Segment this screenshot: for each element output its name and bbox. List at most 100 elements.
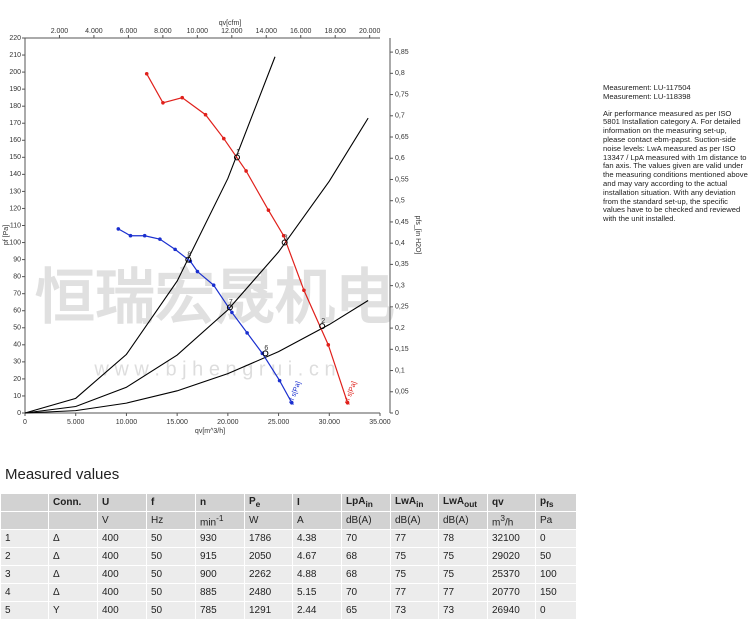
- x2-axis-label: qv[cfm]: [219, 20, 242, 27]
- table-cell: 73: [439, 602, 487, 619]
- x2-tick-label: 12.000: [221, 28, 243, 35]
- table-cell: 915: [196, 548, 244, 565]
- table-cell: 3: [1, 566, 48, 583]
- table-cell: 0: [536, 530, 576, 547]
- y-axis-label: pf [Pa]: [3, 225, 10, 245]
- x-tick-label: 35.000: [369, 419, 391, 426]
- table-cell: 75: [391, 566, 438, 583]
- y-tick-label: 210: [9, 52, 21, 59]
- y-tick-label: 200: [9, 69, 21, 76]
- x-tick-label: 25.000: [268, 419, 290, 426]
- y-tick-label: 70: [13, 291, 21, 298]
- unit-cell: min-1: [196, 512, 244, 529]
- data-point: [211, 283, 216, 287]
- y-tick-label: 170: [9, 120, 21, 127]
- unit-cell: Hz: [147, 512, 195, 529]
- table-cell: 1: [1, 530, 48, 547]
- cell-text: p: [540, 496, 547, 507]
- y-tick-label: 110: [10, 222, 21, 229]
- y-tick-label: 30: [13, 359, 21, 366]
- unit-cell: V: [98, 512, 146, 529]
- table-cell: 2480: [245, 584, 292, 601]
- y2-tick-label: 0,65: [395, 134, 409, 141]
- y-tick-label: 190: [9, 86, 21, 93]
- y-tick-label: 60: [13, 308, 21, 315]
- operating-point: [233, 154, 240, 161]
- table-cell: 78: [439, 530, 487, 547]
- y-tick-label: 180: [9, 103, 21, 110]
- data-point: [266, 208, 271, 212]
- data-point: [230, 310, 234, 315]
- data-point: [173, 247, 177, 252]
- data-point: [326, 343, 331, 347]
- y2-tick-label: 0,8: [395, 70, 405, 77]
- table-cell: 930: [196, 530, 244, 547]
- y2-tick-label: 0,25: [395, 304, 409, 311]
- table-cell: 1291: [245, 602, 292, 619]
- operating-point: [281, 239, 288, 246]
- y2-tick-label: 0,6: [395, 155, 405, 162]
- cell-text: LwA: [443, 496, 465, 507]
- header-cell: qv: [488, 494, 535, 511]
- table-cell: 68: [342, 566, 390, 583]
- data-point: [281, 233, 286, 238]
- operating-point: [262, 350, 269, 357]
- unit-cell: W: [245, 512, 292, 529]
- table-cell: 50: [147, 548, 195, 565]
- data-point: [180, 95, 185, 100]
- y-tick-label: 130: [9, 188, 21, 195]
- header-cell: f: [147, 494, 195, 511]
- operating-point-label: 1: [236, 149, 240, 156]
- table-cell: 26940: [488, 602, 535, 619]
- cell-text: V: [102, 515, 109, 526]
- x2-tick-label: 18.000: [324, 28, 346, 35]
- table-cell: 400: [98, 602, 146, 619]
- cell-text: P: [249, 496, 256, 507]
- operating-point-label: 2: [321, 318, 325, 325]
- y2-tick-label: 0,5: [395, 198, 405, 205]
- table-cell: 73: [391, 602, 438, 619]
- unit-cell: dB(A): [439, 512, 487, 529]
- y-tick-label: 220: [9, 35, 21, 42]
- x2-tick-label: 4.000: [85, 28, 103, 35]
- cell-text: n: [200, 497, 207, 508]
- x2-tick-label: 20.000: [359, 28, 381, 35]
- table-cell: 20770: [488, 584, 535, 601]
- data-point: [203, 112, 208, 117]
- x-tick-label: 15.000: [166, 419, 188, 426]
- header-cell: LwAin: [391, 494, 438, 511]
- table-cell: 2: [1, 548, 48, 565]
- operating-point: [226, 304, 233, 311]
- table-row: 4 Δ 400 50 885 2480 5.15 70 77 77 20770 150: [1, 584, 576, 601]
- unit-cell: [1, 512, 48, 529]
- y-tick-label: 150: [9, 154, 21, 161]
- curve-label: pf s[Pa]: [288, 380, 303, 405]
- y2-tick-label: 0,2: [395, 325, 405, 332]
- table-cell: 4.38: [293, 530, 341, 547]
- table-cell: 4.88: [293, 566, 341, 583]
- cell-sub: fs: [546, 499, 554, 509]
- y2-tick-label: 0,15: [395, 346, 409, 353]
- table-cell: 5.15: [293, 584, 341, 601]
- table-cell: 885: [196, 584, 244, 601]
- y-tick-label: 0: [17, 410, 21, 417]
- measurement: Measurement: LU-118398: [603, 91, 691, 101]
- y2-tick-label: 0,55: [395, 176, 409, 183]
- table-cell: 77: [391, 584, 438, 601]
- y2-tick-label: 0,75: [395, 91, 409, 98]
- cell-sub: e: [255, 499, 261, 509]
- y-tick-label: 140: [9, 171, 21, 178]
- header-cell: U: [98, 494, 146, 511]
- y-tick-label: 10: [13, 393, 21, 400]
- table-cell: 400: [98, 566, 146, 583]
- cell-text: dB(A): [443, 515, 469, 526]
- cell-text: U: [102, 497, 110, 508]
- table-cell: 2050: [245, 548, 292, 565]
- y-tick-label: 90: [13, 256, 21, 263]
- cell-text: qv: [492, 497, 504, 508]
- watermark: w w w . b j h e n g r u i . c n: [93, 358, 335, 380]
- x-tick-label: 20.000: [217, 419, 239, 426]
- table-cell: Δ: [49, 566, 97, 583]
